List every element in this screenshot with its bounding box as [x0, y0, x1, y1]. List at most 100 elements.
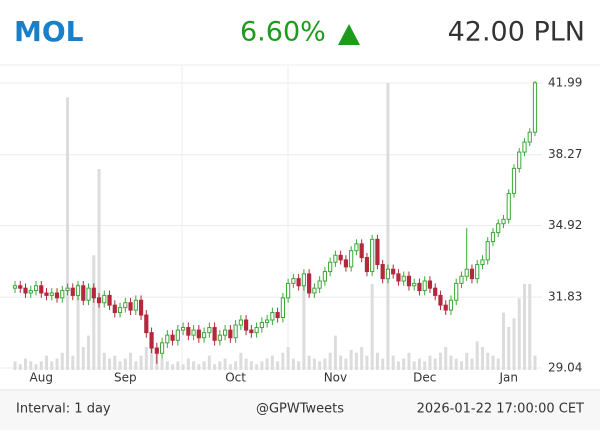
- volume-bar: [286, 347, 290, 370]
- volume-bar: [470, 358, 474, 370]
- volume-bar: [360, 347, 364, 370]
- candle-body: [496, 223, 501, 234]
- volume-bar: [501, 312, 505, 370]
- y-tick-label: 31.83: [548, 290, 582, 304]
- candle-body: [249, 329, 254, 334]
- candle-body: [469, 268, 475, 280]
- candle-body: [44, 292, 49, 296]
- candle-body: [91, 287, 96, 299]
- candle-body: [317, 280, 322, 289]
- volume-bar: [433, 358, 437, 370]
- candle-body: [49, 292, 54, 296]
- volume-bar: [528, 283, 532, 370]
- volume-bar: [165, 361, 169, 370]
- volume-bar: [228, 364, 232, 370]
- volume-bar: [87, 335, 91, 370]
- volume-bar: [39, 361, 43, 370]
- candle-body: [349, 250, 354, 268]
- volume-bar: [171, 364, 175, 370]
- candle-body: [475, 264, 480, 280]
- candle-body: [207, 327, 212, 334]
- x-tick-label: Jan: [498, 371, 518, 385]
- candle-body: [375, 238, 380, 266]
- candle-body: [364, 257, 370, 273]
- candle-body: [370, 238, 375, 273]
- volume-bar: [370, 283, 374, 370]
- candle-body: [265, 319, 270, 324]
- volume-bar: [76, 283, 80, 370]
- y-tick-label: 38.27: [548, 147, 582, 161]
- volume-bar: [407, 352, 411, 370]
- candle-body: [212, 327, 217, 341]
- volume-bar: [144, 347, 148, 370]
- candle-body: [238, 319, 243, 326]
- candle-body: [307, 273, 312, 294]
- volume-bar: [223, 358, 227, 370]
- candle-body: [328, 261, 333, 273]
- candle-body: [244, 319, 249, 331]
- candle-body: [228, 329, 233, 339]
- candle-body: [217, 334, 222, 341]
- volume-bar: [454, 358, 458, 370]
- candle-body: [522, 141, 527, 153]
- volume-bar: [181, 364, 185, 370]
- candle-body: [159, 342, 165, 354]
- candle-body: [149, 332, 154, 349]
- candle-body: [301, 273, 306, 287]
- candle-body: [459, 275, 464, 284]
- candle-body: [28, 290, 33, 294]
- candle-body: [180, 327, 186, 331]
- volume-bar: [386, 83, 390, 370]
- candle-body: [138, 299, 144, 316]
- candle-body: [443, 304, 448, 311]
- candle-body: [506, 192, 511, 220]
- candle-body: [65, 287, 70, 292]
- volume-bar: [186, 358, 190, 370]
- volume-bar: [307, 355, 311, 370]
- up-arrow: [338, 24, 360, 45]
- volume-bar: [491, 355, 495, 370]
- volume-bar: [34, 364, 38, 370]
- volume-bar: [55, 358, 59, 370]
- candle-body: [312, 287, 317, 294]
- candle-body: [275, 312, 280, 319]
- candle-body: [154, 347, 159, 354]
- x-tick-label: Aug: [30, 371, 53, 385]
- volume-bar: [66, 97, 70, 370]
- volume-bar: [533, 355, 537, 370]
- volume-bar: [318, 361, 322, 370]
- volume-bar: [449, 355, 453, 370]
- candle-body: [123, 302, 128, 309]
- candle-body: [480, 259, 485, 266]
- source: @GPWTweets: [256, 402, 344, 417]
- candle-body: [517, 151, 522, 169]
- candle-body: [391, 268, 396, 275]
- volume-bar: [265, 358, 269, 370]
- candle-body: [112, 304, 117, 314]
- volume-bar: [97, 169, 101, 370]
- candle-body: [254, 327, 259, 334]
- volume-bar: [270, 355, 274, 370]
- volume-bar: [465, 352, 469, 370]
- candle-body: [490, 232, 496, 243]
- candle-body: [259, 322, 264, 329]
- candle-body: [417, 282, 422, 292]
- volume-bar: [207, 355, 211, 370]
- candle-body: [233, 324, 238, 339]
- volume-bar: [239, 352, 243, 370]
- candle-body: [102, 294, 107, 304]
- x-tick-label: Dec: [413, 371, 436, 385]
- candle-body: [270, 312, 275, 321]
- candle-body: [18, 285, 23, 289]
- candle-body: [133, 299, 138, 311]
- candle-body: [385, 268, 391, 280]
- candle-body: [438, 294, 443, 306]
- candle-body: [175, 329, 180, 341]
- plot: 29.04 31.83 34.92 38.27 41.99 Aug Sep Oct Nov Dec…: [0, 76, 582, 385]
- volume-bar: [50, 361, 54, 370]
- candle-body: [322, 271, 327, 282]
- price: 42.00 PLN: [448, 17, 585, 48]
- volume-bar: [213, 364, 217, 370]
- volume-bar: [302, 283, 306, 370]
- y-tick-label: 41.99: [548, 76, 582, 90]
